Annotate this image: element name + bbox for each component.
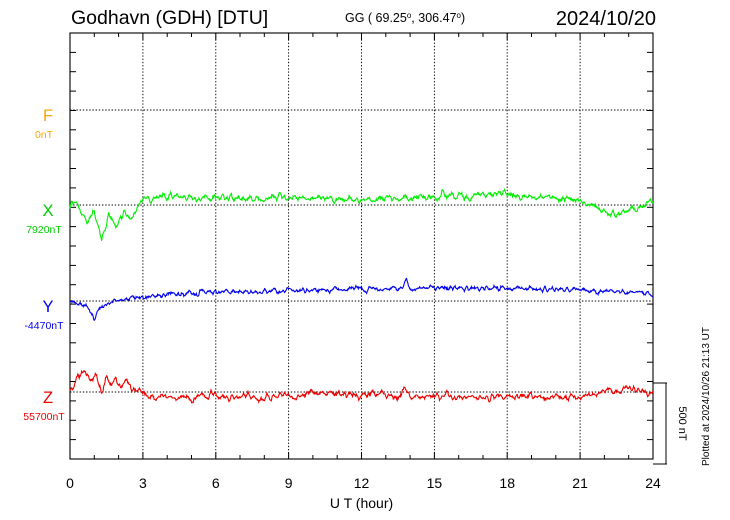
svg-text:Godhavn (GDH) [DTU]: Godhavn (GDH) [DTU] bbox=[71, 7, 268, 29]
svg-text:24: 24 bbox=[645, 475, 661, 491]
svg-text:GG ( 69.25o, 306.47o): GG ( 69.25o, 306.47o) bbox=[345, 11, 465, 26]
svg-text:55700nT: 55700nT bbox=[23, 411, 65, 423]
svg-text:0: 0 bbox=[66, 475, 74, 491]
svg-text:Y: Y bbox=[42, 298, 53, 316]
svg-text:6: 6 bbox=[212, 475, 220, 491]
svg-text:Plotted at 2024/10/26 21:13 UT: Plotted at 2024/10/26 21:13 UT bbox=[701, 327, 712, 466]
svg-text:2024/10/20: 2024/10/20 bbox=[556, 8, 656, 30]
svg-text:X: X bbox=[42, 202, 53, 220]
svg-text:F: F bbox=[43, 107, 53, 125]
svg-text:7920nT: 7920nT bbox=[26, 224, 62, 236]
svg-text:9: 9 bbox=[285, 475, 293, 491]
svg-text:15: 15 bbox=[427, 475, 443, 491]
svg-text:0nT: 0nT bbox=[35, 129, 54, 141]
svg-text:-4470nT: -4470nT bbox=[24, 320, 64, 332]
svg-text:18: 18 bbox=[499, 475, 515, 491]
svg-text:500 nT: 500 nT bbox=[676, 406, 688, 441]
svg-text:12: 12 bbox=[354, 475, 370, 491]
svg-text:3: 3 bbox=[139, 475, 147, 491]
svg-text:Z: Z bbox=[43, 389, 53, 407]
svg-text:U T (hour): U T (hour) bbox=[330, 495, 393, 511]
svg-text:21: 21 bbox=[572, 475, 588, 491]
